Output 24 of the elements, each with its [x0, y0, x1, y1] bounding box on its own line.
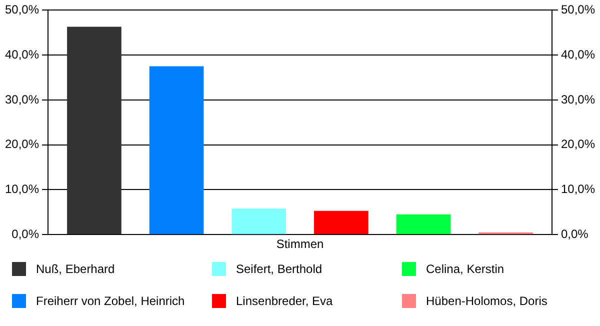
text: 30,0%	[560, 92, 596, 106]
text: 10,0%	[560, 182, 596, 196]
text: 50,0%	[560, 2, 596, 17]
bar	[67, 26, 122, 234]
bar	[396, 214, 451, 234]
bar	[149, 66, 204, 234]
text: 40,0%	[560, 47, 596, 62]
y-tick-label: 20,0%	[4, 137, 40, 152]
legend-label: Seifert, Berthold	[236, 262, 322, 276]
legend-label: Hüben-Holomos, Doris	[426, 294, 548, 308]
legend-label: Freiherr von Zobel, Heinrich	[36, 294, 185, 308]
legend-label: Nuß, Eberhard	[36, 262, 115, 276]
text: 20,0%	[560, 137, 596, 152]
y-tick-label: 30,0%	[4, 92, 40, 106]
y-tick-label: 10,0%	[4, 182, 40, 196]
x-tick-label: Stimmen	[276, 237, 324, 252]
y-tick-label: 50,0%	[4, 2, 40, 17]
legend-label: Celina, Kerstin	[426, 262, 504, 276]
y-tick-label: 40,0%	[4, 47, 40, 62]
legend-label: Linsenbreder, Eva	[236, 294, 333, 308]
bar	[314, 210, 368, 234]
bar	[232, 208, 286, 234]
text: 0,0%	[560, 226, 588, 241]
y-tick-label: 0,0%	[12, 226, 40, 241]
